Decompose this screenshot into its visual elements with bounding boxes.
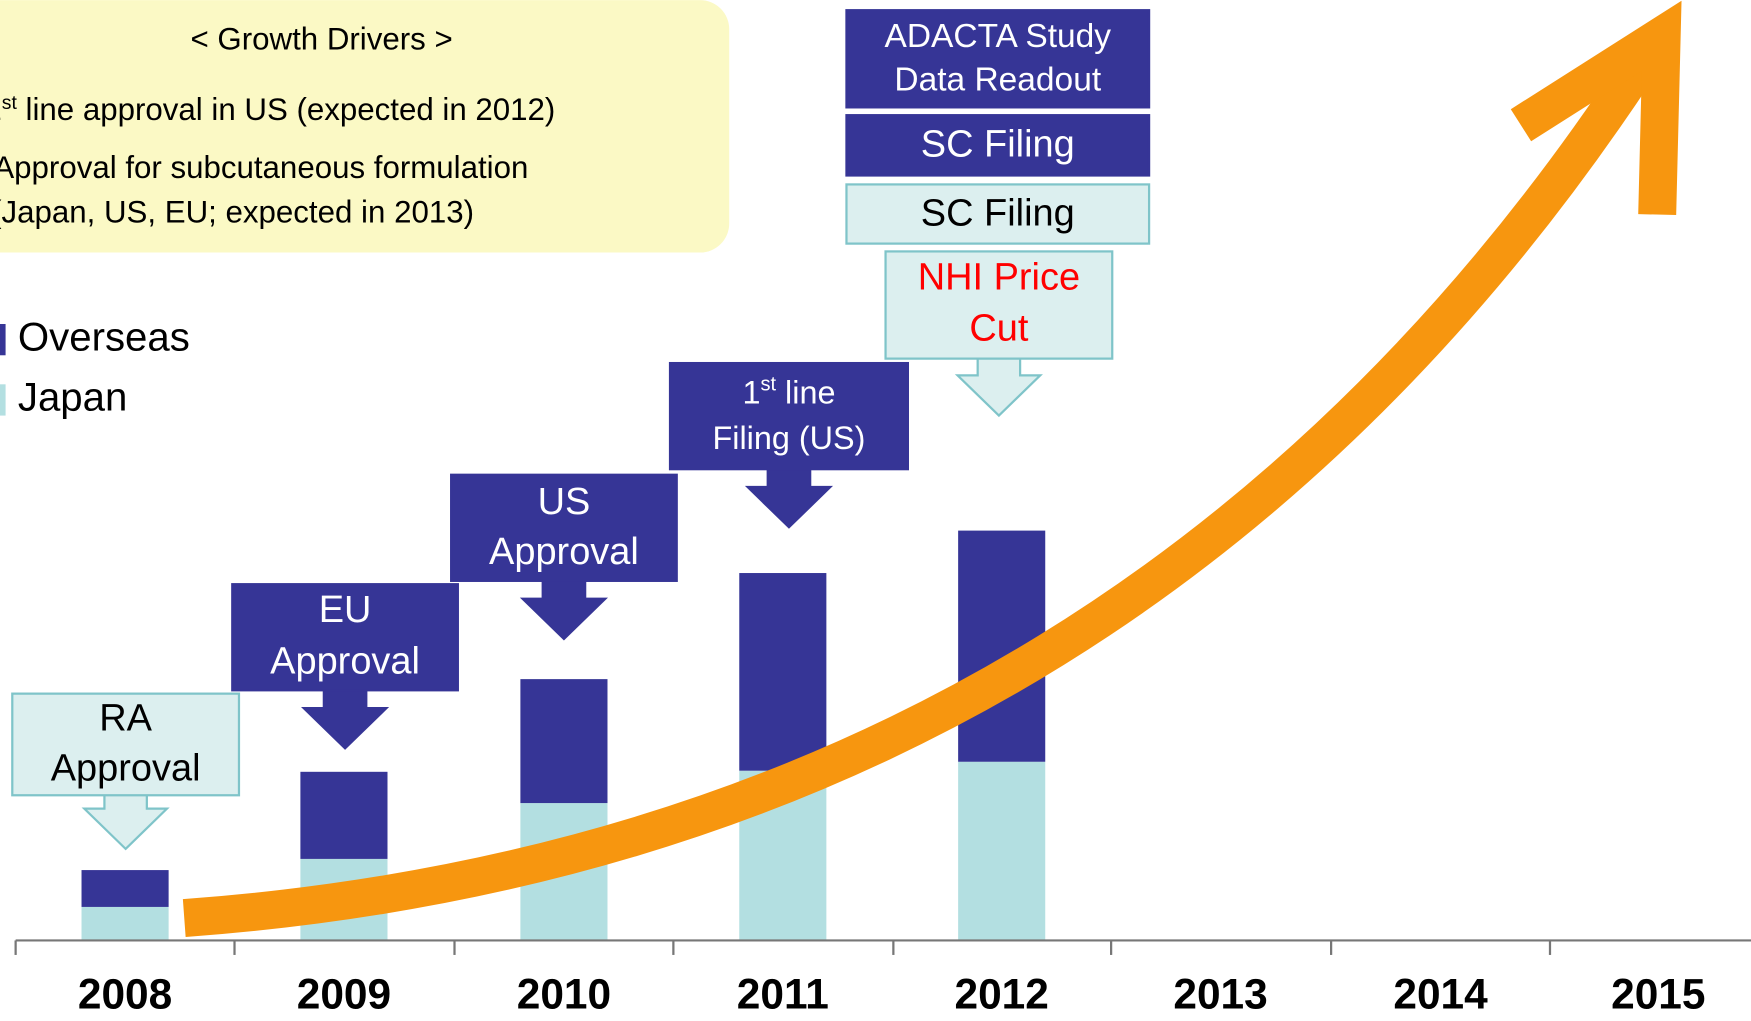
label-line: Approval (270, 641, 420, 683)
label-line: Filing (US) (713, 420, 866, 456)
legend-label: Japan (18, 375, 127, 420)
text-part: SC Filing (921, 123, 1075, 165)
hollow-arrow (954, 355, 1043, 418)
annotation-box (231, 583, 459, 692)
label-line: Approval (51, 748, 201, 790)
text-part: 1 (742, 374, 760, 410)
x-tick-label: 2011 (737, 971, 829, 1018)
bar-segment (81, 906, 169, 941)
annotation-box (450, 473, 678, 582)
filled-arrow (300, 686, 390, 750)
text-part: Filing (US) (713, 420, 866, 456)
annotation-box (11, 692, 241, 797)
growth-drivers-box (0, 0, 730, 253)
x-tick-label: 2013 (1173, 971, 1267, 1018)
hollow-arrow (81, 791, 170, 851)
label-line: Cut (969, 308, 1029, 350)
annotation-box (668, 361, 910, 471)
label-line: Data Readout (894, 62, 1101, 99)
text-part: SC Filing (921, 193, 1075, 235)
x-tick-label: 2014 (1393, 971, 1488, 1018)
label-line: US (538, 481, 591, 523)
annotation-box (845, 114, 1151, 177)
text-part: line (776, 374, 835, 410)
x-tick-label: 2012 (955, 971, 1049, 1018)
label-line: SC Filing (921, 193, 1075, 235)
bar-segment (958, 761, 1046, 941)
text-part: NHI Price (918, 256, 1080, 298)
label-line: ADACTA Study (885, 18, 1112, 55)
label-line: 1st line approval in US (expected in 201… (0, 91, 555, 127)
label-line: SC Filing (921, 123, 1075, 165)
text-part: EU (319, 589, 372, 631)
label-line: RA (99, 697, 152, 739)
superscript: st (760, 374, 776, 396)
trend-arrow (182, 47, 1660, 938)
bar-segment (81, 870, 169, 907)
x-tick-label: 2009 (297, 971, 391, 1018)
legend-swatch (0, 324, 6, 356)
label-line: (Japan, US, EU; expected in 2013) (0, 195, 474, 230)
annotation-box (884, 250, 1114, 360)
text-part: Approval (270, 641, 420, 683)
text-part: line approval in US (expected in 2012) (17, 92, 556, 127)
text-part: Approval (51, 748, 201, 790)
legend-swatch (0, 384, 6, 416)
filled-arrow (744, 465, 834, 529)
x-tick-label: 2015 (1611, 971, 1705, 1018)
bar-segment (300, 771, 388, 859)
label-line: 1st line (742, 374, 835, 410)
text-part: Approval for subcutaneous formulation (0, 150, 528, 185)
text-part: Cut (969, 308, 1029, 350)
legend-label: Overseas (18, 314, 190, 359)
label-line: EU (319, 589, 372, 631)
annotation-box (845, 9, 1151, 109)
annotation-box (845, 183, 1151, 245)
text-part: (Japan, US, EU; expected in 2013) (0, 195, 474, 230)
label-line: Approval (489, 531, 639, 573)
text-part: 1 (0, 92, 2, 127)
text-part: RA (99, 697, 152, 739)
label-line: Approval for subcutaneous formulation (0, 150, 528, 185)
x-tick-label: 2008 (78, 971, 172, 1018)
superscript: st (2, 91, 18, 113)
text-part: Data Readout (894, 62, 1101, 99)
trend-arrowhead (1510, 0, 1682, 216)
filled-arrow (519, 577, 609, 641)
growth-drivers-title: < Growth Drivers > (190, 22, 452, 57)
bar-segment (520, 679, 608, 804)
bar-segment (739, 573, 827, 771)
text-part: Approval (489, 531, 639, 573)
x-tick-label: 2010 (517, 971, 611, 1018)
text-part: ADACTA Study (885, 18, 1112, 55)
label-line: NHI Price (918, 256, 1080, 298)
text-part: US (538, 481, 591, 523)
